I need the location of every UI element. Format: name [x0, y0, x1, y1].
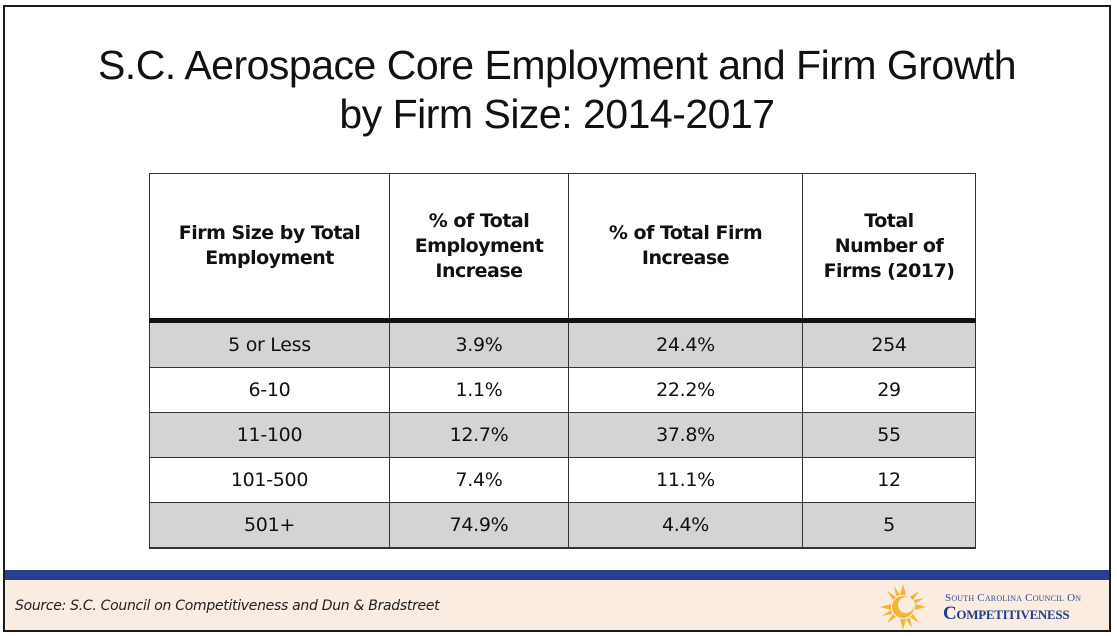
table-row: 501+ 74.9% 4.4% 5: [149, 502, 976, 549]
cell-employment-increase: 12.7%: [389, 412, 569, 458]
cell-firm-increase: 11.1%: [568, 457, 803, 503]
cell-employment-increase: 74.9%: [389, 502, 569, 549]
cell-firm-size: 501+: [149, 502, 390, 549]
cell-employment-increase: 7.4%: [389, 457, 569, 503]
cell-firm-size: 6-10: [149, 367, 390, 413]
cell-total-firms: 5: [802, 502, 976, 549]
header-total-firms: Total Number of Firms (2017): [802, 173, 976, 323]
header-firm-size: Firm Size by Total Employment: [149, 173, 390, 323]
cell-firm-increase: 4.4%: [568, 502, 803, 549]
header-employment-increase: % of Total Employment Increase: [389, 173, 569, 323]
cell-employment-increase: 1.1%: [389, 367, 569, 413]
slide: S.C. Aerospace Core Employment and Firm …: [3, 5, 1111, 632]
table-row: 6-10 1.1% 22.2% 29: [149, 367, 976, 413]
cell-firm-size: 101-500: [149, 457, 390, 503]
table-row: 5 or Less 3.9% 24.4% 254: [149, 320, 976, 368]
sun-icon: [880, 584, 926, 630]
logo-line-2: Competitiveness: [943, 603, 1070, 624]
cell-firm-size: 5 or Less: [149, 320, 390, 368]
cell-employment-increase: 3.9%: [389, 320, 569, 368]
cell-firm-increase: 24.4%: [568, 320, 803, 368]
table-row: 11-100 12.7% 37.8% 55: [149, 412, 976, 458]
source-note: Source: S.C. Council on Competitiveness …: [15, 598, 440, 614]
cell-firm-size: 11-100: [149, 412, 390, 458]
cell-firm-increase: 22.2%: [568, 367, 803, 413]
logo-line-1: South Carolina Council On: [945, 592, 1082, 604]
title-line-2: by Firm Size: 2014-2017: [339, 91, 775, 137]
council-logo: South Carolina Council On Competitivenes…: [869, 583, 1099, 631]
footer: Source: S.C. Council on Competitiveness …: [5, 580, 1109, 630]
firm-size-table: Firm Size by Total Employment % of Total…: [149, 173, 976, 549]
cell-total-firms: 29: [802, 367, 976, 413]
table-header-row: Firm Size by Total Employment % of Total…: [149, 173, 976, 323]
cell-firm-increase: 37.8%: [568, 412, 803, 458]
table-row: 101-500 7.4% 11.1% 12: [149, 457, 976, 503]
cell-total-firms: 55: [802, 412, 976, 458]
title-line-1: S.C. Aerospace Core Employment and Firm …: [97, 42, 1017, 88]
cell-total-firms: 12: [802, 457, 976, 503]
slide-title: S.C. Aerospace Core Employment and Firm …: [5, 41, 1109, 139]
cell-total-firms: 254: [802, 320, 976, 368]
header-firm-increase: % of Total Firm Increase: [568, 173, 803, 323]
accent-bar: [5, 570, 1109, 580]
